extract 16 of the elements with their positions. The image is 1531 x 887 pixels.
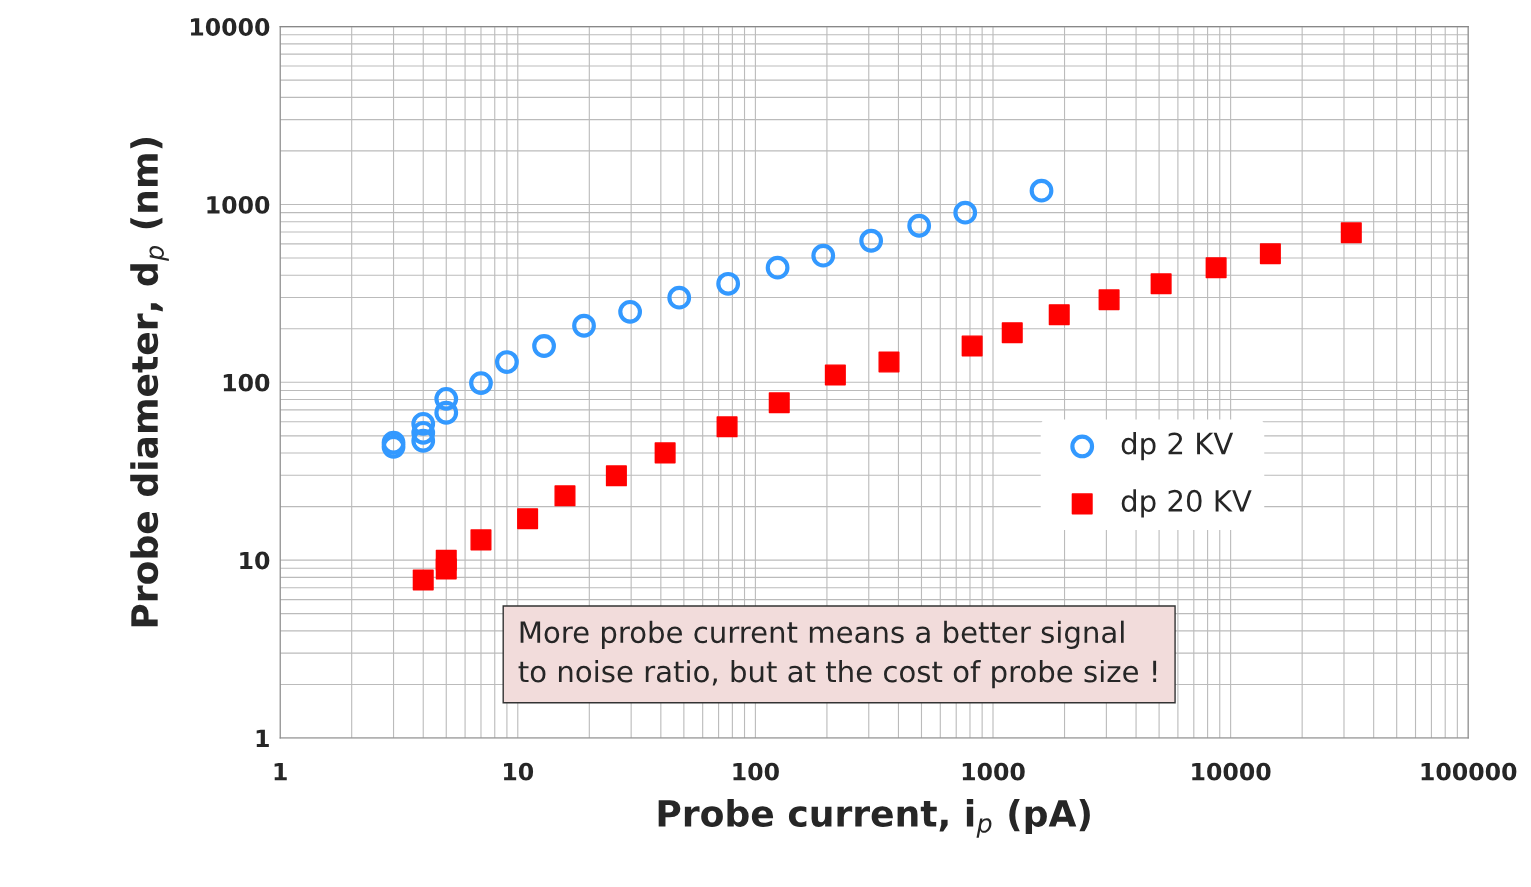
x-tick-label: 10 (504, 762, 534, 781)
x-tick-label: 10000 (1192, 762, 1271, 781)
y-axis-title: Probe diameter, d$_{p}$ (nm) (130, 138, 169, 627)
legend-label: dp 20 KV (1121, 489, 1252, 518)
annotation: More probe current means a better signal to noise ratio, but at the cost of probe size ! (518, 620, 1157, 689)
y-tick-label: 1000 (207, 195, 270, 214)
y-tick-label: 10000 (190, 18, 270, 36)
x-axis-title: Probe current, i$_{p}$ (pA) (658, 799, 1090, 838)
x-tick-label: 100 (733, 762, 779, 781)
y-tick-label: 100 (223, 373, 270, 392)
y-tick-label: 1 (256, 729, 269, 747)
x-tick-label: 100000 (1421, 762, 1517, 781)
y-tick-label: 10 (240, 551, 270, 570)
x-tick-label: 1000 (962, 762, 1025, 781)
legend-label: dp 2 KV (1121, 431, 1234, 461)
x-tick-label: 1 (274, 763, 287, 781)
